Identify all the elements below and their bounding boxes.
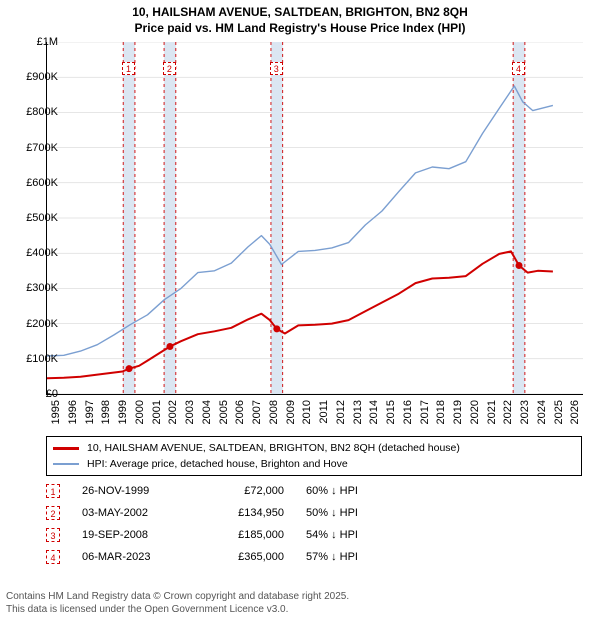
y-tick-label: £900K [18,71,58,83]
transaction-price: £134,950 [194,507,284,519]
x-tick-label: 2024 [536,400,548,424]
y-tick-label: £0 [18,388,58,400]
transaction-hpi-delta: 54% ↓ HPI [306,529,416,541]
transaction-price: £365,000 [194,551,284,563]
x-tick-label: 2004 [201,400,213,424]
x-tick-label: 1995 [50,400,62,424]
x-tick-label: 2019 [452,400,464,424]
transaction-marker: 2 [46,506,60,520]
legend: 10, HAILSHAM AVENUE, SALTDEAN, BRIGHTON,… [46,436,582,476]
transaction-marker: 3 [46,528,60,542]
x-tick-label: 2015 [385,400,397,424]
x-tick-label: 2001 [151,400,163,424]
y-tick-label: £400K [18,247,58,259]
chart-marker-badge: 2 [163,62,176,75]
y-tick-label: £800K [18,106,58,118]
transaction-price: £72,000 [194,485,284,497]
x-tick-label: 2025 [553,400,565,424]
x-tick-label: 2010 [301,400,313,424]
x-tick-label: 2023 [519,400,531,424]
y-tick-label: £500K [18,212,58,224]
x-tick-label: 1999 [117,400,129,424]
transaction-marker: 1 [46,484,60,498]
legend-swatch-hpi [53,463,79,465]
transactions-table: 1 26-NOV-1999 £72,000 60% ↓ HPI 2 03-MAY-2002… [46,480,582,568]
x-tick-label: 2018 [435,400,447,424]
x-tick-label: 2020 [469,400,481,424]
x-tick-label: 2000 [134,400,146,424]
legend-item-property: 10, HAILSHAM AVENUE, SALTDEAN, BRIGHTON,… [53,440,575,456]
transaction-hpi-delta: 60% ↓ HPI [306,485,416,497]
transaction-date: 26-NOV-1999 [82,485,172,497]
x-tick-label: 2013 [352,400,364,424]
y-tick-label: £100K [18,353,58,365]
transaction-date: 19-SEP-2008 [82,529,172,541]
x-tick-label: 2012 [335,400,347,424]
x-tick-label: 1998 [100,400,112,424]
transaction-hpi-delta: 50% ↓ HPI [306,507,416,519]
footer-line-2: This data is licensed under the Open Gov… [6,604,349,617]
legend-swatch-property [53,447,79,450]
chart-marker-badge: 4 [512,62,525,75]
x-tick-label: 1997 [84,400,96,424]
legend-label-hpi: HPI: Average price, detached house, Brig… [87,458,348,470]
chart-title: 10, HAILSHAM AVENUE, SALTDEAN, BRIGHTON,… [0,0,600,36]
transaction-date: 03-MAY-2002 [82,507,172,519]
chart-marker-badge: 3 [270,62,283,75]
plot-area [46,42,583,395]
plot-svg [47,42,583,394]
y-tick-label: £300K [18,282,58,294]
x-tick-label: 2022 [502,400,514,424]
transaction-hpi-delta: 57% ↓ HPI [306,551,416,563]
x-tick-label: 2007 [251,400,263,424]
transaction-row: 1 26-NOV-1999 £72,000 60% ↓ HPI [46,480,582,502]
transaction-row: 2 03-MAY-2002 £134,950 50% ↓ HPI [46,502,582,524]
legend-label-property: 10, HAILSHAM AVENUE, SALTDEAN, BRIGHTON,… [87,442,460,454]
x-tick-label: 2006 [234,400,246,424]
x-tick-label: 2017 [419,400,431,424]
x-tick-label: 2002 [167,400,179,424]
transaction-row: 3 19-SEP-2008 £185,000 54% ↓ HPI [46,524,582,546]
y-tick-label: £600K [18,177,58,189]
transaction-price: £185,000 [194,529,284,541]
transaction-row: 4 06-MAR-2023 £365,000 57% ↓ HPI [46,546,582,568]
x-tick-label: 2005 [218,400,230,424]
y-tick-label: £1M [18,36,58,48]
figure: { "title": { "line1": "10, HAILSHAM AVEN… [0,0,600,620]
transaction-date: 06-MAR-2023 [82,551,172,563]
title-line-1: 10, HAILSHAM AVENUE, SALTDEAN, BRIGHTON,… [0,4,600,20]
x-tick-label: 2011 [318,400,330,424]
chart-marker-badge: 1 [122,62,135,75]
transaction-marker: 4 [46,550,60,564]
y-tick-label: £200K [18,318,58,330]
y-tick-label: £700K [18,142,58,154]
x-tick-label: 2021 [486,400,498,424]
x-tick-label: 2009 [285,400,297,424]
x-tick-label: 2008 [268,400,280,424]
attribution-footer: Contains HM Land Registry data © Crown c… [6,591,349,616]
x-tick-label: 2014 [368,400,380,424]
x-tick-label: 2016 [402,400,414,424]
x-tick-label: 1996 [67,400,79,424]
legend-item-hpi: HPI: Average price, detached house, Brig… [53,456,575,472]
x-tick-label: 2026 [569,400,581,424]
x-tick-label: 2003 [184,400,196,424]
title-line-2: Price paid vs. HM Land Registry's House … [0,20,600,36]
footer-line-1: Contains HM Land Registry data © Crown c… [6,591,349,604]
